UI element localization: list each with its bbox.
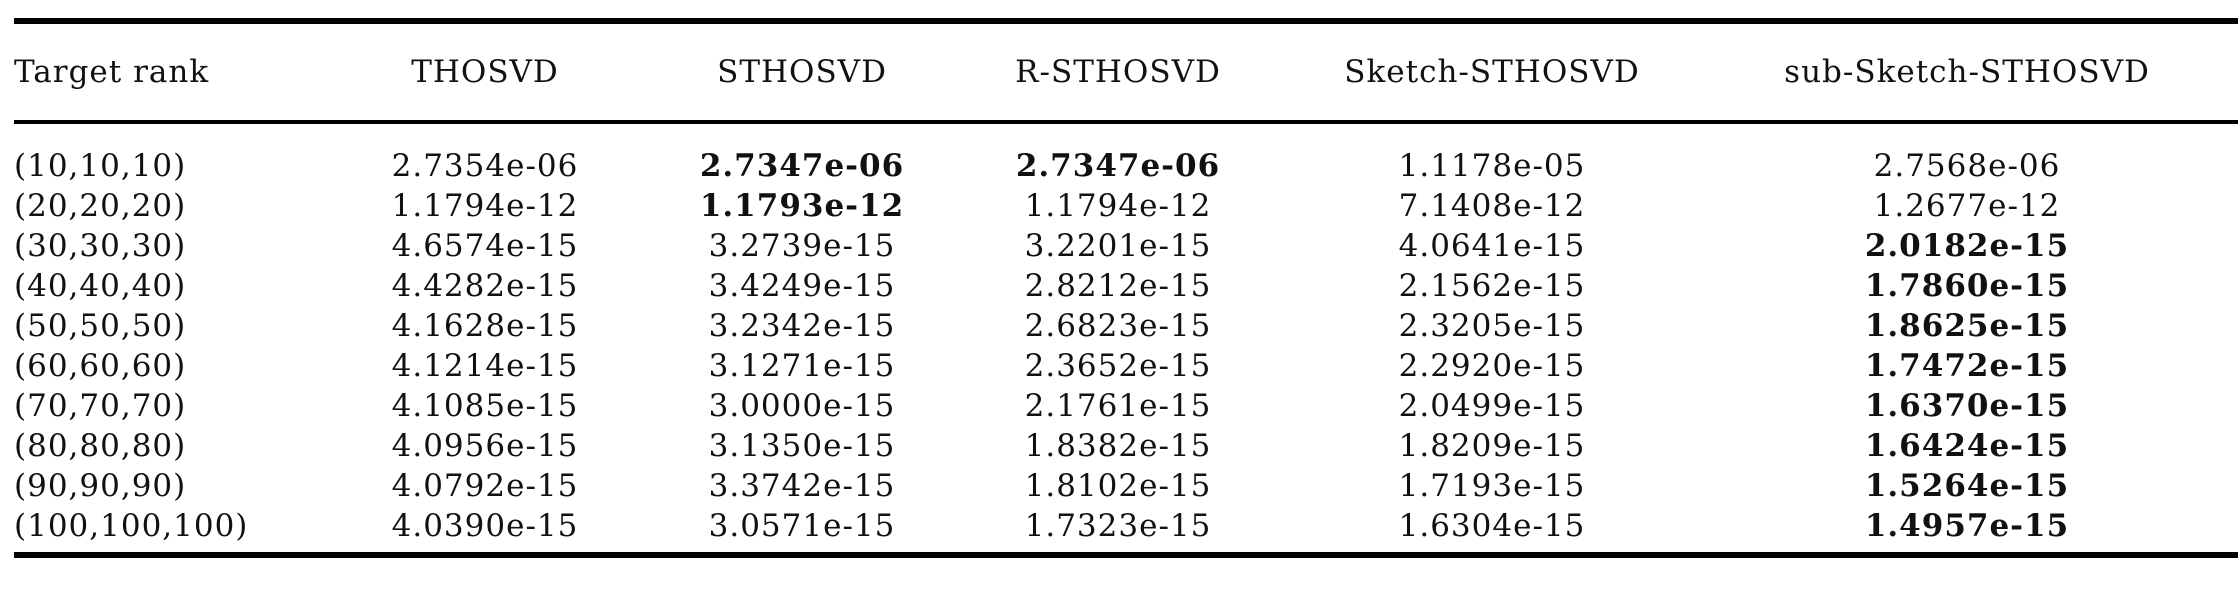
- value-cell: 3.4249e-15: [708, 268, 896, 304]
- value-cell: 2.2920e-15: [1398, 348, 1586, 384]
- value-cell: 1.7193e-15: [1398, 468, 1586, 504]
- results-table-body: (10,10,10) 2.7354e-06 2.7347e-06 2.7347e-06…: [14, 124, 2238, 546]
- value-cell: 3.3742e-15: [708, 468, 896, 504]
- value-cell: 1.2677e-12: [1873, 188, 2061, 224]
- value-cell: 1.8382e-15: [1024, 428, 1212, 464]
- value-cell: 4.0956e-15: [391, 428, 579, 464]
- target-rank-cell: (40,40,40): [14, 268, 187, 304]
- value-cell: 2.1761e-15: [1024, 388, 1212, 424]
- value-cell: 3.0000e-15: [708, 388, 896, 424]
- value-cell: 1.8625e-15: [1864, 308, 2070, 344]
- value-cell: 4.4282e-15: [391, 268, 579, 304]
- value-cell: 1.6424e-15: [1864, 428, 2070, 464]
- value-cell: 4.1628e-15: [391, 308, 579, 344]
- value-cell: 2.7568e-06: [1873, 148, 2061, 184]
- target-rank-cell: (10,10,10): [14, 148, 187, 184]
- header-sketch-sthosvd: Sketch-STHOSVD: [1344, 54, 1640, 90]
- header-target-rank: Target rank: [14, 54, 210, 90]
- value-cell: 1.8102e-15: [1024, 468, 1212, 504]
- target-rank-cell: (30,30,30): [14, 228, 187, 264]
- header-sub-sketch-sthosvd: sub-Sketch-STHOSVD: [1784, 54, 2150, 90]
- value-cell: 2.7347e-06: [699, 148, 905, 184]
- value-cell: 4.0792e-15: [391, 468, 579, 504]
- results-table-container: Target rank THOSVD STHOSVD R-STHOSVD Ske…: [14, 18, 2238, 558]
- value-cell: 4.1085e-15: [391, 388, 579, 424]
- header-r-sthosvd: R-STHOSVD: [1015, 54, 1221, 90]
- table-row: (20,20,20) 1.1794e-12 1.1793e-12 1.1794e-12…: [14, 186, 2238, 226]
- table-row: (30,30,30) 4.6574e-15 3.2739e-15 3.2201e-15…: [14, 226, 2238, 266]
- value-cell: 3.2739e-15: [708, 228, 896, 264]
- value-cell: 1.6370e-15: [1864, 388, 2070, 424]
- value-cell: 2.0182e-15: [1864, 228, 2070, 264]
- header-row: Target rank THOSVD STHOSVD R-STHOSVD Ske…: [14, 24, 2238, 120]
- table-row: (10,10,10) 2.7354e-06 2.7347e-06 2.7347e-06…: [14, 146, 2238, 186]
- target-rank-cell: (90,90,90): [14, 468, 187, 504]
- value-cell: 2.3205e-15: [1398, 308, 1586, 344]
- target-rank-cell: (60,60,60): [14, 348, 187, 384]
- table-row: (100,100,100) 4.0390e-15 3.0571e-15 1.7323e…: [14, 506, 2238, 546]
- value-cell: 3.1350e-15: [708, 428, 896, 464]
- target-rank-cell: (20,20,20): [14, 188, 187, 224]
- value-cell: 1.5264e-15: [1864, 468, 2070, 504]
- value-cell: 4.0390e-15: [391, 508, 579, 544]
- value-cell: 1.4957e-15: [1864, 508, 2070, 544]
- value-cell: 3.2201e-15: [1024, 228, 1212, 264]
- value-cell: 1.1794e-12: [391, 188, 579, 224]
- value-cell: 7.1408e-12: [1398, 188, 1586, 224]
- table-row: (90,90,90) 4.0792e-15 3.3742e-15 1.8102e-15…: [14, 466, 2238, 506]
- value-cell: 2.8212e-15: [1024, 268, 1212, 304]
- value-cell: 1.1794e-12: [1024, 188, 1212, 224]
- value-cell: 2.1562e-15: [1398, 268, 1586, 304]
- value-cell: 2.7347e-06: [1015, 148, 1221, 184]
- value-cell: 2.7354e-06: [391, 148, 579, 184]
- value-cell: 1.7860e-15: [1864, 268, 2070, 304]
- value-cell: 2.0499e-15: [1398, 388, 1586, 424]
- value-cell: 2.3652e-15: [1024, 348, 1212, 384]
- value-cell: 4.0641e-15: [1398, 228, 1586, 264]
- value-cell: 1.6304e-15: [1398, 508, 1586, 544]
- value-cell: 1.1178e-05: [1398, 148, 1586, 184]
- value-cell: 1.7323e-15: [1024, 508, 1212, 544]
- table-row: (60,60,60) 4.1214e-15 3.1271e-15 2.3652e-15…: [14, 346, 2238, 386]
- value-cell: 3.1271e-15: [708, 348, 896, 384]
- value-cell: 3.0571e-15: [708, 508, 896, 544]
- header-thosvd: THOSVD: [411, 54, 559, 90]
- value-cell: 2.6823e-15: [1024, 308, 1212, 344]
- value-cell: 1.8209e-15: [1398, 428, 1586, 464]
- top-rule: [14, 18, 2238, 24]
- target-rank-cell: (50,50,50): [14, 308, 187, 344]
- bottom-rule: [14, 552, 2238, 558]
- target-rank-cell: (80,80,80): [14, 428, 187, 464]
- target-rank-cell: (100,100,100): [14, 508, 249, 544]
- header-rule: [14, 120, 2238, 124]
- header-sthosvd: STHOSVD: [717, 54, 887, 90]
- target-rank-cell: (70,70,70): [14, 388, 187, 424]
- value-cell: 1.1793e-12: [699, 188, 905, 224]
- value-cell: 4.6574e-15: [391, 228, 579, 264]
- value-cell: 3.2342e-15: [708, 308, 896, 344]
- value-cell: 4.1214e-15: [391, 348, 579, 384]
- table-row: (50,50,50) 4.1628e-15 3.2342e-15 2.6823e-15…: [14, 306, 2238, 346]
- value-cell: 1.7472e-15: [1864, 348, 2070, 384]
- table-row: (80,80,80) 4.0956e-15 3.1350e-15 1.8382e-15…: [14, 426, 2238, 466]
- results-table: Target rank THOSVD STHOSVD R-STHOSVD Ske…: [14, 24, 2238, 120]
- table-row: (70,70,70) 4.1085e-15 3.0000e-15 2.1761e-15…: [14, 386, 2238, 426]
- table-row: (40,40,40) 4.4282e-15 3.4249e-15 2.8212e-15…: [14, 266, 2238, 306]
